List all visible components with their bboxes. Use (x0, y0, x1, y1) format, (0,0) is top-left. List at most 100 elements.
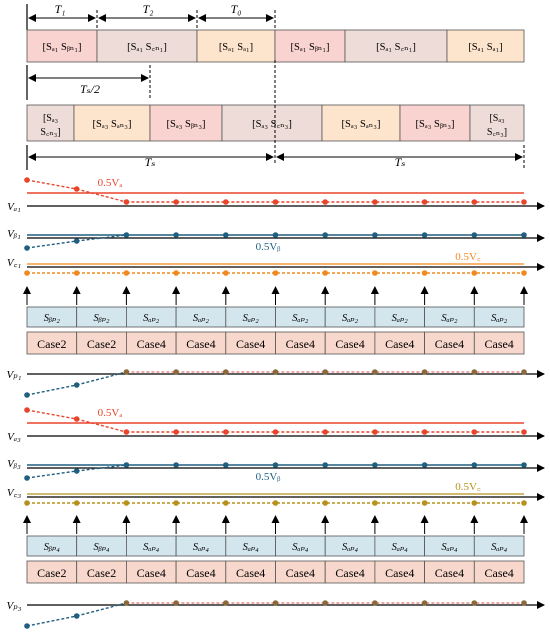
half-va-label: 0.5Vₐ (98, 407, 123, 419)
sample-dot (372, 232, 378, 238)
sample-dot (372, 199, 378, 205)
seq1-label: [Sₐ₁ Sᵦₙ₁] (291, 42, 330, 53)
seq3-label: [Sₐ₃ Sₐₙ₃] (342, 119, 381, 130)
sample-dot (123, 199, 130, 205)
waveforms-group-3: Vₐ₃ 0.5Vₐ Vᵦ₃ 0.5Vᵦ V꜀₃ 0.5V꜀ (7, 407, 545, 506)
switch-label: Sₐₚ₄ (342, 542, 359, 553)
sample-dot (521, 429, 527, 435)
switch-label: Sₐₚ₂ (342, 313, 359, 324)
sample-dot (24, 270, 30, 276)
seq3-label: [Sₐ₃ (43, 113, 58, 124)
sample-dot (173, 500, 179, 506)
half-vb-label: 0.5Vᵦ (256, 241, 281, 253)
sample-dot (421, 600, 428, 606)
sample-dot (272, 462, 279, 468)
sample-dot (471, 500, 478, 506)
seq3-label: S꜀ₙ₃] (40, 127, 60, 138)
switching-sequence-1: [Sₐ₁ Sᵦₙ₁] [Sₐ₁ S꜀ₙ₁] [Sₐ₁ Sₐ₁] [Sₐ₁ Sᵦₙ₁] [… (26, 29, 525, 63)
va-label: Vₐ₁ (7, 201, 21, 213)
dashed-trace (76, 602, 127, 617)
sample-dot (521, 500, 527, 506)
vb-label: Vᵦ₁ (7, 228, 21, 240)
case-label: Case4 (484, 337, 513, 351)
sample-dot (322, 369, 329, 375)
seq3-label: [Sₐ₃ Sᵦₙ₃] (167, 119, 206, 130)
vb-label: Vᵦ₃ (7, 458, 21, 470)
t1-label: T₁ (55, 2, 66, 16)
sample-dot (123, 500, 130, 506)
sample-dot (521, 462, 527, 468)
sample-dot (521, 232, 527, 238)
sample-dot (223, 500, 229, 506)
va-label: Vₐ₃ (7, 431, 21, 443)
seq1-box (446, 29, 525, 63)
vp1-waveform: Vₚ₁ (7, 369, 545, 398)
ts-label-2: Tₛ (395, 155, 406, 169)
sample-dot (322, 232, 329, 238)
switch-label: Sₐₚ₄ (193, 542, 210, 553)
sample-dot (372, 270, 378, 276)
sample-dot (73, 270, 80, 276)
seq1-label: [Sₐ₁ S꜀ₙ₁] (376, 42, 416, 53)
case-label: Case4 (236, 337, 265, 351)
case-label: Case2 (87, 566, 116, 580)
seq3-box (149, 104, 223, 142)
sample-dot (421, 232, 428, 238)
sample-dot (521, 600, 527, 606)
switch-label: Sₐₚ₄ (392, 542, 409, 553)
switch-label: Sₐₚ₂ (441, 313, 458, 324)
dashed-trace (76, 418, 127, 433)
dashed-trace (76, 464, 127, 472)
switch-label: Sᵦₚ₂ (94, 313, 110, 324)
dashed-trace (26, 179, 77, 190)
sample-dot (173, 429, 179, 435)
case-label: Case4 (236, 566, 265, 580)
dashed-trace (26, 409, 77, 420)
switch-case-rows-1: Sᵦₚ₂ Case2 Sᵦₚ₂ Case2 Sₐₚ₂ Case4 Sₐₚ₂ Case4 Sₐₚ₂… (23, 286, 528, 355)
switch-label: Sₐₚ₂ (392, 313, 409, 324)
sample-dot (123, 270, 130, 276)
sample-dot (421, 270, 428, 276)
case-cell (473, 560, 525, 584)
switch-label: Sₐₚ₂ (491, 313, 508, 324)
case-label: Case4 (385, 566, 414, 580)
switch-label: Sₐₚ₂ (143, 313, 160, 324)
case-cell (473, 331, 525, 355)
sample-dot (173, 270, 179, 276)
sample-dot (322, 429, 329, 435)
sample-dot (223, 199, 229, 205)
dashed-trace (26, 615, 77, 627)
switch-label: Sₐₚ₂ (243, 313, 260, 324)
dashed-trace (76, 188, 127, 203)
timing-top: T₁ T₂ T₀ (26, 2, 276, 30)
sample-dot (421, 199, 428, 205)
case-label: Case4 (484, 566, 513, 580)
dashed-trace (76, 371, 127, 386)
seq3-box (321, 104, 401, 142)
t2-label: T₂ (143, 2, 154, 16)
seq3-box (221, 104, 323, 142)
switch-label: Sₐₚ₄ (243, 542, 260, 553)
sample-dot (24, 500, 30, 506)
dashed-trace (26, 240, 77, 249)
half-vc-label: 0.5V꜀ (455, 481, 481, 493)
ts-label-1: Tₛ (145, 155, 156, 169)
sample-dot (272, 369, 279, 375)
sample-dot (223, 600, 229, 606)
dashed-trace (26, 470, 77, 479)
case-label: Case4 (435, 337, 464, 351)
vp-label: Vₚ₁ (7, 369, 22, 381)
sample-dot (471, 462, 478, 468)
half-va-label: 0.5Vₐ (98, 177, 123, 189)
switch-label: Sₐₚ₄ (441, 542, 458, 553)
sample-dot (471, 429, 478, 435)
sample-dot (223, 429, 229, 435)
sample-dot (372, 600, 378, 606)
seq1-label: [Sₐ₁ Sₐ₁] (219, 42, 253, 53)
sample-dot (372, 500, 378, 506)
sample-dot (223, 462, 229, 468)
sample-dot (123, 429, 130, 435)
waveforms-group-1: Vₐ₁ 0.5Vₐ Vᵦ₁ 0.5Vᵦ V꜀₁ 0.5V꜀ (7, 177, 545, 276)
